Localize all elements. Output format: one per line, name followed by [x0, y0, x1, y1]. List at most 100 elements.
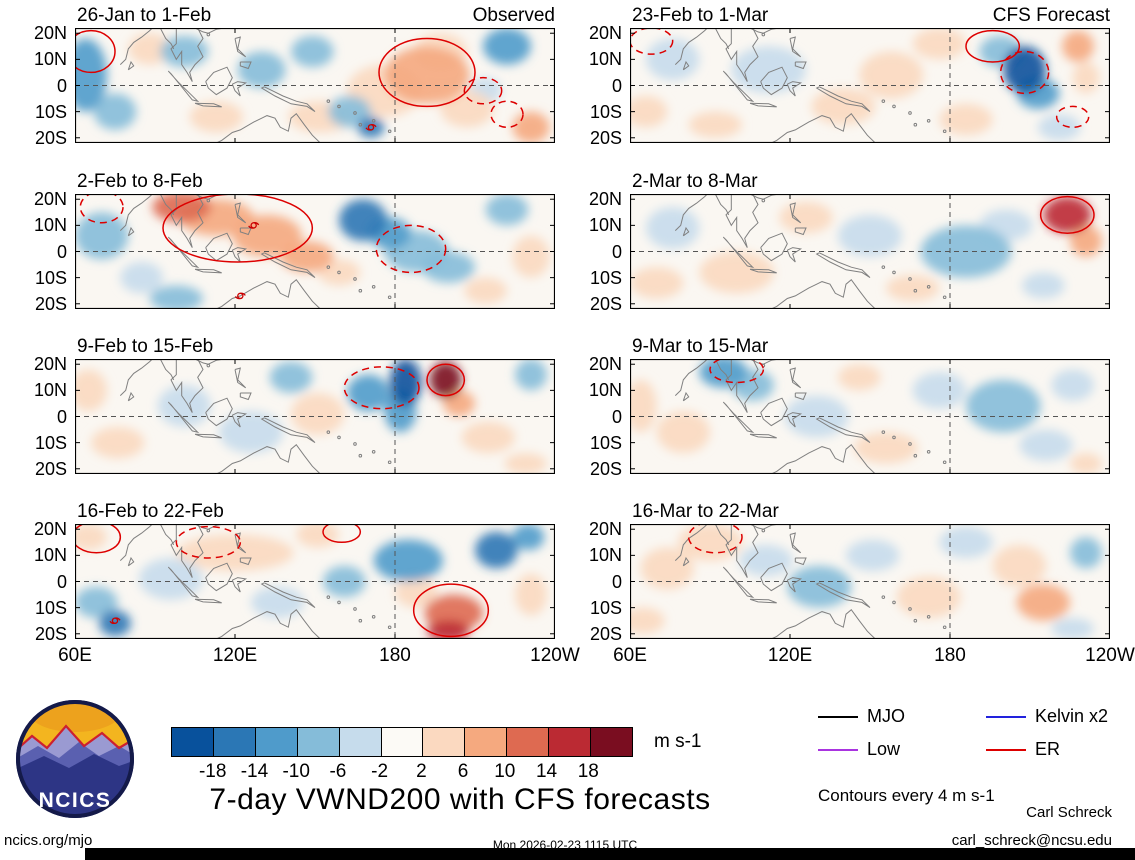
- er-contour-dashed: [999, 50, 1050, 95]
- x-axis-label: 120W: [1085, 645, 1135, 666]
- map-canvas: [69, 520, 556, 642]
- map-panel-observed-week1: 26-Jan to 1-Feb Observed 20N 10N 0 10S 20S: [34, 2, 556, 148]
- tropical-cyclone-icon: [248, 222, 260, 229]
- colorbar-unit: m s-1: [654, 731, 702, 752]
- map-canvas: [622, 520, 1111, 640]
- colorbar-segment: [507, 728, 550, 756]
- coastlines: [119, 358, 392, 475]
- y-axis-label: 10S: [34, 101, 67, 122]
- y-axis-label: 10S: [34, 267, 67, 288]
- x-axis-label: 120E: [212, 645, 258, 666]
- map-panel-forecast-week4: 16-Mar to 22-Mar 20N 10N 0 10S 20S 60E 120E 180…: [589, 498, 1135, 666]
- y-axis-label: 0: [611, 571, 622, 592]
- er-contour-dashed: [175, 525, 242, 559]
- er-line-icon: [986, 748, 1026, 751]
- site-link[interactable]: ncics.org/mjo: [4, 832, 93, 849]
- column-label-forecast: CFS Forecast: [992, 5, 1110, 26]
- legend-label-mjo: MJO: [867, 706, 905, 726]
- y-axis-label: 0: [56, 406, 67, 427]
- y-axis-label: 20S: [589, 127, 622, 148]
- legend-item-kelvin: Kelvin x2: [986, 706, 1135, 727]
- map-panel-forecast-week1: 23-Feb to 1-Mar CFS Forecast 20N 10N 0 10S 2…: [589, 2, 1111, 148]
- er-contour-dashed: [463, 76, 503, 105]
- coastlines: [674, 358, 947, 475]
- y-axis-label: 10N: [588, 49, 622, 70]
- y-axis-label: 20S: [589, 293, 622, 314]
- y-axis-label: 0: [611, 406, 622, 427]
- legend-label-low: Low: [867, 739, 901, 759]
- colorbar-tick-label: -14: [240, 761, 269, 782]
- tropical-cyclone-icon: [109, 617, 121, 625]
- map-canvas: [64, 27, 556, 144]
- y-axis-label: 20N: [33, 23, 67, 44]
- y-axis-label: 10S: [34, 597, 67, 618]
- colorbar-segment: [423, 728, 466, 756]
- panel-title: 2-Mar to 8-Mar: [632, 171, 758, 192]
- y-axis-label: 10S: [589, 101, 622, 122]
- map-plot: 20N 10N 0 10S 20S: [589, 189, 1111, 314]
- legend-label-er: ER: [1035, 739, 1061, 759]
- colorbar-ticks: -18 -14 -10 -6 -2 2 6 10 14 18: [171, 761, 633, 785]
- panel-title: 16-Feb to 22-Feb: [77, 501, 224, 522]
- contour-note: Contours every 4 m s-1: [818, 786, 995, 805]
- credit-name: Carl Schreck: [1026, 804, 1112, 821]
- map-plot: 20N 10N 0 10S 20S 60E 120E 180 120W: [589, 519, 1135, 666]
- map-panel-observed-week3: 9-Feb to 15-Feb 20N 10N 0 10S 20S: [34, 333, 556, 479]
- coastlines: [674, 193, 947, 310]
- colorbar-segment: [381, 728, 424, 756]
- map-panel-forecast-week2: 2-Mar to 8-Mar 20N 10N 0 10S 20S: [589, 168, 1111, 314]
- y-axis-label: 10S: [589, 432, 622, 453]
- colorbar-segment: [255, 728, 298, 756]
- er-contour-solid: [378, 37, 476, 108]
- panel-title: 26-Jan to 1-Feb: [77, 5, 212, 26]
- panel-title: 16-Mar to 22-Mar: [632, 501, 779, 522]
- colorbar-segment: [339, 728, 382, 756]
- map-plot: 20N 10N 0 10S 20S: [589, 354, 1111, 479]
- er-contour-solid: [412, 583, 490, 638]
- ncics-logo: NCICS: [16, 700, 134, 818]
- er-contour-solid: [965, 29, 1021, 63]
- map-canvas: [74, 190, 556, 312]
- panel-header: 9-Feb to 15-Feb: [75, 333, 555, 359]
- colorbar-segment: [465, 728, 508, 756]
- colorbar: [171, 727, 633, 757]
- map-plot: 20N 10N 0 10S 20S: [34, 189, 556, 314]
- kelvin-line-icon: [986, 715, 1026, 718]
- y-axis-label: 0: [611, 241, 622, 262]
- map-canvas: [69, 358, 556, 475]
- colorbar-tick-label: 14: [535, 761, 558, 782]
- panel-header: 16-Feb to 22-Feb: [75, 498, 555, 524]
- colorbar-segment: [297, 728, 340, 756]
- x-axis-label: 120E: [767, 645, 813, 666]
- y-axis-label: 0: [611, 75, 622, 96]
- y-axis-label: 20S: [34, 458, 67, 479]
- colorbar-tick-label: -2: [371, 761, 389, 782]
- er-contour-dashed: [709, 355, 765, 384]
- colorbar-tick-label: 6: [457, 761, 469, 782]
- credit-email[interactable]: carl_schreck@ncsu.edu: [951, 832, 1112, 849]
- legend-item-er: ER: [986, 739, 1135, 760]
- colorbar-tick-label: -10: [282, 761, 310, 782]
- map-plot: 20N 10N 0 10S 20S: [34, 23, 556, 148]
- y-axis-label: 10N: [588, 215, 622, 236]
- map-plot: 20N 10N 0 10S 20S: [34, 354, 556, 479]
- y-axis-label: 10S: [589, 267, 622, 288]
- y-axis-label: 20S: [34, 127, 67, 148]
- er-contour-solid: [426, 363, 466, 397]
- y-axis-label: 20N: [588, 519, 622, 540]
- x-axis-label: 60E: [613, 645, 647, 666]
- mjo-line-icon: [818, 715, 858, 718]
- er-contour-dashed: [375, 224, 447, 274]
- panel-header: 23-Feb to 1-Mar CFS Forecast: [630, 2, 1110, 28]
- x-axis-label: 120W: [530, 645, 580, 666]
- legend-item-low: Low: [818, 739, 986, 760]
- y-axis-label: 10N: [33, 545, 67, 566]
- y-axis-label: 10S: [34, 432, 67, 453]
- y-axis-label: 10N: [33, 49, 67, 70]
- colorbar-tick-label: -18: [198, 761, 227, 782]
- y-axis-label: 0: [56, 75, 67, 96]
- colorbar-segment: [213, 728, 256, 756]
- coastlines: [674, 27, 947, 144]
- y-axis-label: 20N: [588, 23, 622, 44]
- panel-header: 2-Feb to 8-Feb: [75, 168, 555, 194]
